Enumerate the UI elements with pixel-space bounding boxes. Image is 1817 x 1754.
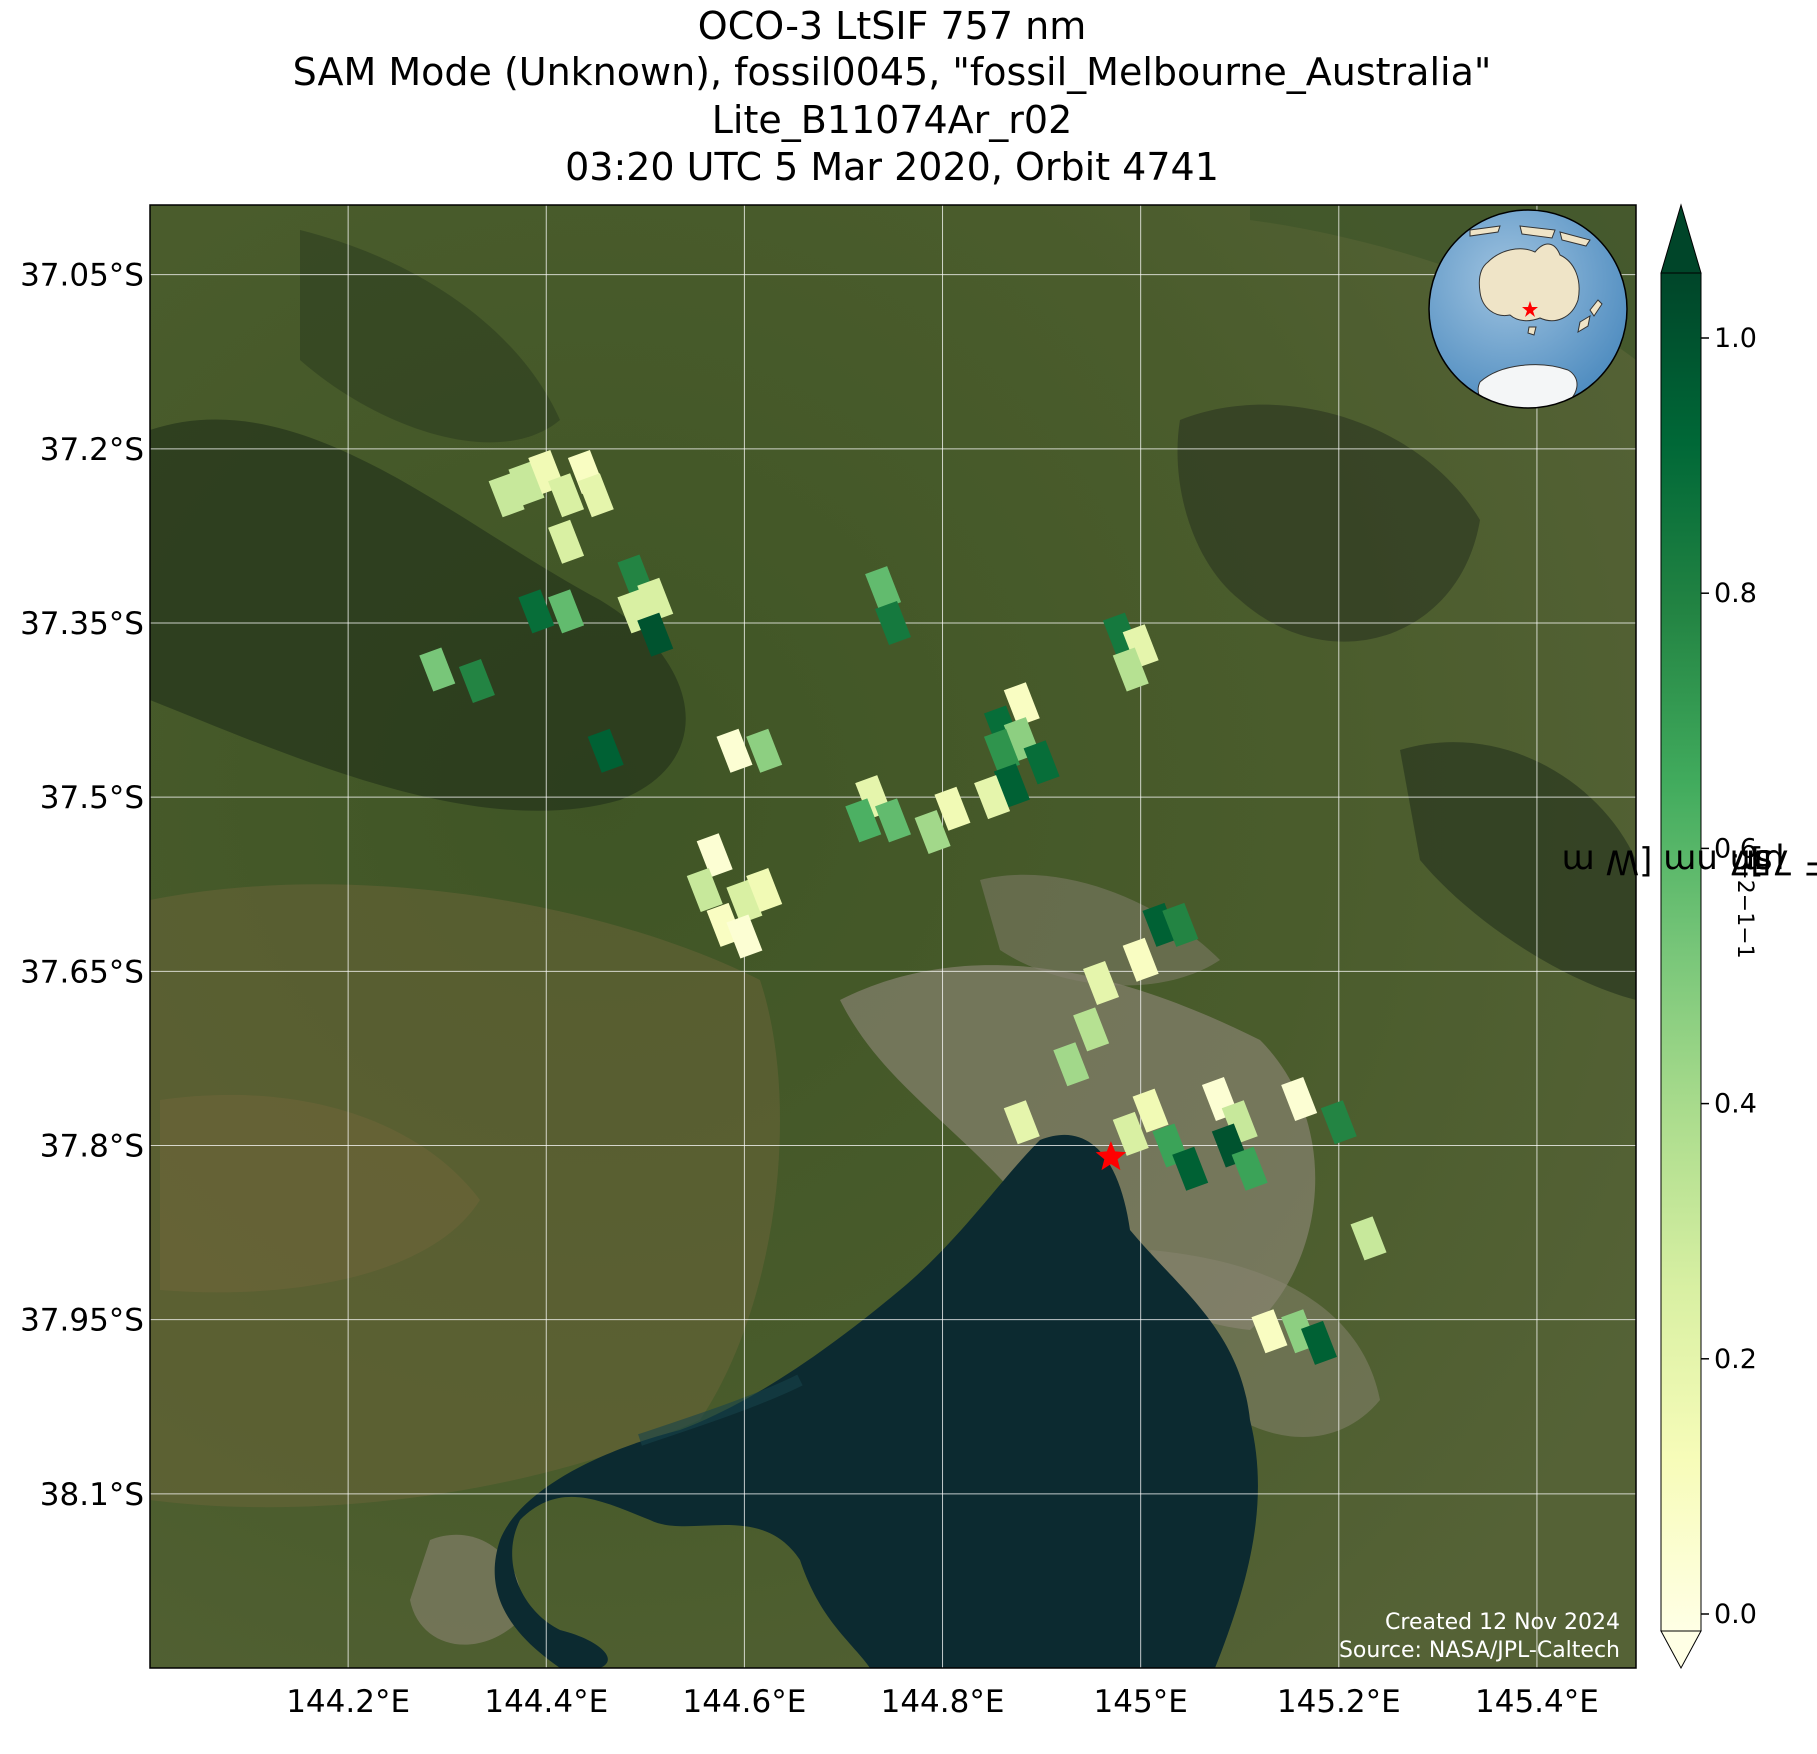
sif-footprint: [637, 577, 674, 622]
map-gridlines: [150, 205, 1636, 1668]
lon-tick-label: 145.2°E: [1277, 1684, 1401, 1720]
sif-footprint: [716, 728, 753, 773]
lon-tick-label: 144.6°E: [682, 1684, 806, 1720]
sif-footprint: [845, 798, 882, 843]
sif-footprint: [746, 868, 783, 913]
sif-footprint: [1003, 1100, 1040, 1145]
lat-tick-label: 37.35°S: [20, 606, 144, 642]
sif-footprint: [1112, 1111, 1149, 1156]
latitude-tick-labels: 37.05°S 37.2°S 37.35°S 37.5°S 37.65°S 37.8°S 3…: [20, 258, 144, 1513]
sif-footprint: [458, 659, 495, 704]
sif-footprint: [1231, 1146, 1268, 1191]
sif-footprint: [726, 879, 763, 924]
sif-footprint: [518, 589, 555, 634]
sif-footprint: [508, 461, 545, 506]
sif-footprint: [577, 473, 614, 518]
lat-tick-label: 37.05°S: [20, 258, 144, 294]
globe-icon: [1428, 209, 1628, 409]
sif-footprint: [1172, 1146, 1209, 1191]
sif-footprint: [1112, 647, 1149, 692]
colorbar-tick-label: 0.8: [1714, 578, 1757, 609]
sif-footprint: [637, 612, 674, 657]
sif-footprint: [488, 473, 525, 518]
sif-footprint: [726, 914, 763, 959]
sif-footprint: [548, 589, 585, 634]
lat-tick-label: 37.8°S: [40, 1129, 144, 1165]
sif-footprint: [875, 601, 911, 645]
sif-footprint: [1320, 1100, 1357, 1145]
sif-footprint: [1003, 682, 1040, 727]
lat-tick-label: 37.95°S: [20, 1303, 144, 1339]
lon-tick-label: 144.4°E: [484, 1684, 608, 1720]
sif-footprint: [1281, 1077, 1318, 1122]
sif-footprint: [934, 786, 971, 831]
colorbar-tick-label: 0.4: [1714, 1089, 1757, 1120]
lon-tick-label: 145.4°E: [1475, 1684, 1599, 1720]
sif-footprint: [993, 763, 1030, 808]
lat-tick-label: 37.2°S: [40, 432, 144, 468]
sif-footprint: [1162, 902, 1199, 947]
sif-footprint: [1083, 960, 1120, 1005]
colorbar-bar: [1660, 272, 1702, 1632]
sif-footprint: [1023, 740, 1060, 785]
sif-footprint: [865, 566, 902, 611]
title-line-4: 03:20 UTC 5 Mar 2020, Orbit 4741: [565, 145, 1219, 189]
sif-footprint: [1132, 1088, 1169, 1133]
sif-footprint: [914, 810, 951, 854]
sif-footprint: [983, 728, 1020, 773]
sif-footprints: [419, 450, 1387, 1365]
colorbar-tick-label: 0.0: [1714, 1599, 1757, 1630]
lat-tick-label: 37.5°S: [40, 780, 144, 816]
sif-footprint: [746, 728, 783, 773]
sif-footprint: [875, 798, 911, 843]
colorbar-tick-label: 0.6: [1714, 833, 1757, 864]
globe-red-star-icon: [1522, 301, 1538, 317]
map-frame: [149, 204, 1637, 1669]
lon-tick-label: 145°E: [1094, 1684, 1188, 1720]
title-line-2: SAM Mode (Unknown), fossil0045, "fossil_…: [292, 50, 1492, 94]
target-star-icon: [1095, 1141, 1127, 1171]
sif-footprint: [696, 833, 733, 878]
sif-footprint: [686, 868, 723, 913]
basemap: [150, 205, 1636, 1668]
sif-footprint: [1122, 937, 1159, 982]
source-credit: Source: NASA/JPL-Caltech: [1339, 1638, 1620, 1663]
sif-footprint: [1300, 1320, 1337, 1365]
sif-footprint: [1142, 902, 1179, 947]
colorbar-ticks: 0.0 0.2 0.4 0.6 0.8 1.0: [1701, 323, 1757, 1630]
sif-footprint: [548, 473, 585, 518]
sif-footprint: [1053, 1042, 1090, 1087]
sif-footprint: [1073, 1007, 1110, 1052]
colorbar-tick-label: 0.2: [1714, 1344, 1757, 1375]
created-credit: Created 12 Nov 2024: [1385, 1610, 1620, 1635]
colorbar-extend-min: [1660, 1630, 1702, 1670]
colorbar-extend-max: [1660, 203, 1702, 274]
lat-tick-label: 37.65°S: [20, 954, 144, 990]
lon-tick-label: 144.8°E: [881, 1684, 1005, 1720]
sif-footprint: [1251, 1309, 1288, 1354]
colorbar-tick-label: 1.0: [1714, 323, 1757, 354]
star-marker: [1095, 1141, 1127, 1171]
title-line-1: OCO-3 LtSIF 757 nm: [697, 4, 1087, 48]
sif-footprint: [548, 519, 585, 564]
sif-footprint: [1221, 1100, 1258, 1145]
sif-footprint: [587, 728, 624, 773]
sif-footprint: [1350, 1216, 1387, 1261]
sif-footprint: [419, 647, 456, 692]
title-line-3: Lite_B11074Ar_r02: [711, 98, 1073, 142]
longitude-tick-labels: 144.2°E 144.4°E 144.6°E 144.8°E 145°E 145.2°E…: [286, 1684, 1599, 1720]
sif-footprint: [1122, 624, 1159, 669]
sif-footprint: [974, 775, 1011, 820]
lat-tick-label: 38.1°S: [40, 1477, 144, 1513]
lon-tick-label: 144.2°E: [286, 1684, 410, 1720]
